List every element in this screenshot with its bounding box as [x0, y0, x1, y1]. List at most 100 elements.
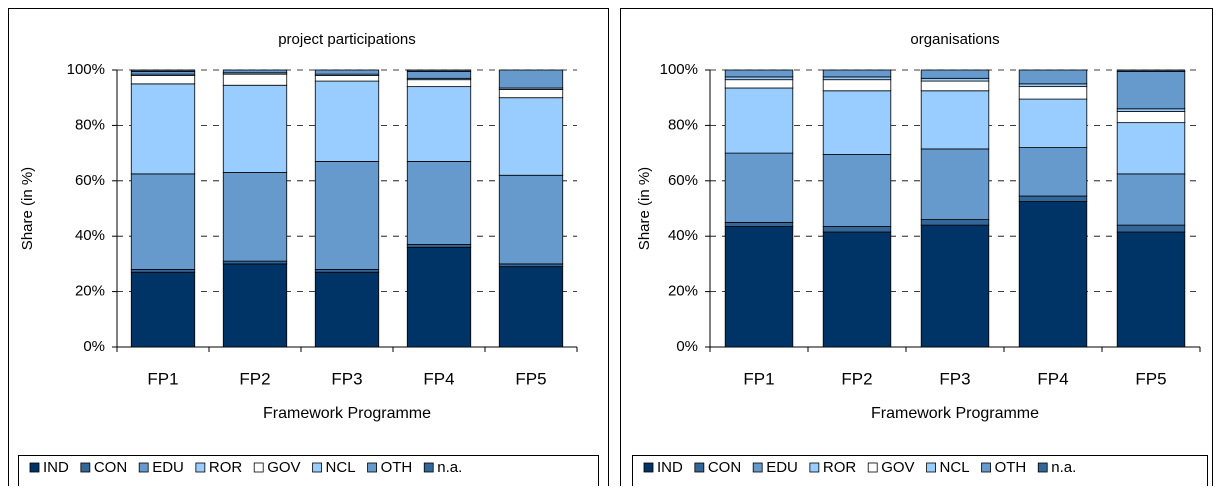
- bar-segment: [920, 80, 990, 92]
- y-tick-label: 20%: [668, 283, 698, 300]
- bar-segment: [724, 152, 794, 223]
- legend-swatch: [29, 462, 40, 473]
- legend-swatch: [926, 462, 936, 473]
- bar-segment: [222, 69, 288, 74]
- bar-segment: [130, 269, 196, 273]
- legend-label: ROR: [209, 459, 243, 476]
- bar-segment: [1116, 173, 1186, 226]
- bar-segment: [314, 271, 380, 348]
- bar-segment: [498, 69, 564, 89]
- bar-segment: [314, 161, 380, 270]
- bar-segment: [1116, 122, 1186, 175]
- bar-segment: [920, 69, 990, 79]
- bar-segment: [1018, 201, 1088, 348]
- bar-segment: [822, 79, 892, 92]
- bar-segment: [498, 97, 564, 176]
- bar-segment: [1116, 108, 1186, 112]
- bar-segment: [314, 69, 380, 75]
- bar-segment: [920, 90, 990, 150]
- legend-label: EDU: [766, 459, 798, 476]
- x-tick-label: FP5: [1135, 369, 1166, 388]
- bar-segment: [1018, 83, 1088, 88]
- legend-label: EDU: [152, 459, 184, 476]
- bar-segment: [130, 75, 196, 85]
- x-tick-label: FP2: [239, 369, 270, 388]
- legend-label: n.a.: [437, 459, 462, 476]
- legend-label: n.a.: [1051, 459, 1076, 476]
- y-tick-label: 40%: [668, 227, 698, 244]
- legend-label: IND: [43, 459, 69, 476]
- legend-swatch: [80, 462, 91, 473]
- legend-swatch: [367, 462, 377, 473]
- y-tick-label: 0%: [676, 338, 698, 355]
- y-tick-label: 80%: [75, 116, 105, 133]
- bar-segment: [498, 266, 564, 348]
- x-tick-label: FP4: [1037, 369, 1068, 388]
- legend-box: [632, 455, 1208, 491]
- bar-segment: [406, 244, 472, 248]
- legend-label: IND: [657, 459, 683, 476]
- x-tick-label: FP3: [331, 369, 362, 388]
- bar-segment: [130, 83, 196, 175]
- bar-segment: [222, 84, 288, 173]
- y-axis-title: Share (in %): [636, 167, 653, 250]
- y-tick-label: 80%: [668, 116, 698, 133]
- bar-segment: [920, 77, 990, 82]
- bar-segment: [920, 148, 990, 220]
- legend-label: NCL: [326, 459, 356, 476]
- y-tick-label: 100%: [67, 61, 105, 78]
- bar-segment: [1116, 70, 1186, 110]
- x-tick-label: FP1: [147, 369, 178, 388]
- chart-title: organisations: [910, 31, 999, 48]
- x-tick-label: FP1: [743, 369, 774, 388]
- legend-label: ROR: [823, 459, 857, 476]
- bar-segment: [1018, 69, 1088, 85]
- bar-segment: [130, 69, 196, 72]
- bar-segment: [406, 246, 472, 348]
- bar-segment: [130, 173, 196, 270]
- legend-swatch: [312, 462, 322, 473]
- bar-segment: [724, 76, 794, 81]
- bar-segment: [314, 80, 380, 162]
- legend-swatch: [981, 462, 991, 473]
- legend-label: CON: [94, 459, 127, 476]
- bar-segment: [222, 73, 288, 86]
- bar-segment: [724, 69, 794, 78]
- bar-segment: [724, 226, 794, 348]
- legend-label: CON: [708, 459, 741, 476]
- bar-segment: [1116, 224, 1186, 233]
- bar-segment: [498, 88, 564, 99]
- chart-title: project participations: [278, 31, 416, 48]
- bar-segment: [406, 69, 472, 72]
- legend-swatch: [752, 462, 763, 473]
- legend-swatch: [809, 462, 820, 473]
- legend-swatch: [867, 462, 878, 473]
- bar-segment: [222, 172, 288, 262]
- bar-segment: [822, 231, 892, 348]
- bar-segment: [1116, 69, 1186, 72]
- bar-segment: [822, 76, 892, 81]
- legend-swatch: [1037, 462, 1048, 473]
- bar-segment: [406, 79, 472, 88]
- bar-segment: [822, 90, 892, 155]
- bar-segment: [222, 260, 288, 265]
- bar-segment: [1018, 195, 1088, 202]
- bar-segment: [724, 87, 794, 154]
- x-tick-label: FP2: [841, 369, 872, 388]
- bar-segment: [406, 70, 472, 79]
- bar-segment: [1018, 86, 1088, 100]
- x-tick-label: FP3: [939, 369, 970, 388]
- bar-segment: [222, 263, 288, 348]
- bar-segment: [130, 271, 196, 348]
- bar-segment: [920, 219, 990, 226]
- x-axis-title: Framework Programme: [263, 405, 431, 422]
- legend-swatch: [195, 462, 206, 473]
- y-tick-label: 60%: [75, 172, 105, 189]
- bar-segment: [822, 226, 892, 233]
- bar-segment: [406, 86, 472, 162]
- legend-swatch: [694, 462, 705, 473]
- bar-segment: [1018, 98, 1088, 148]
- legend-box: [18, 455, 599, 491]
- legend-label: GOV: [267, 459, 300, 476]
